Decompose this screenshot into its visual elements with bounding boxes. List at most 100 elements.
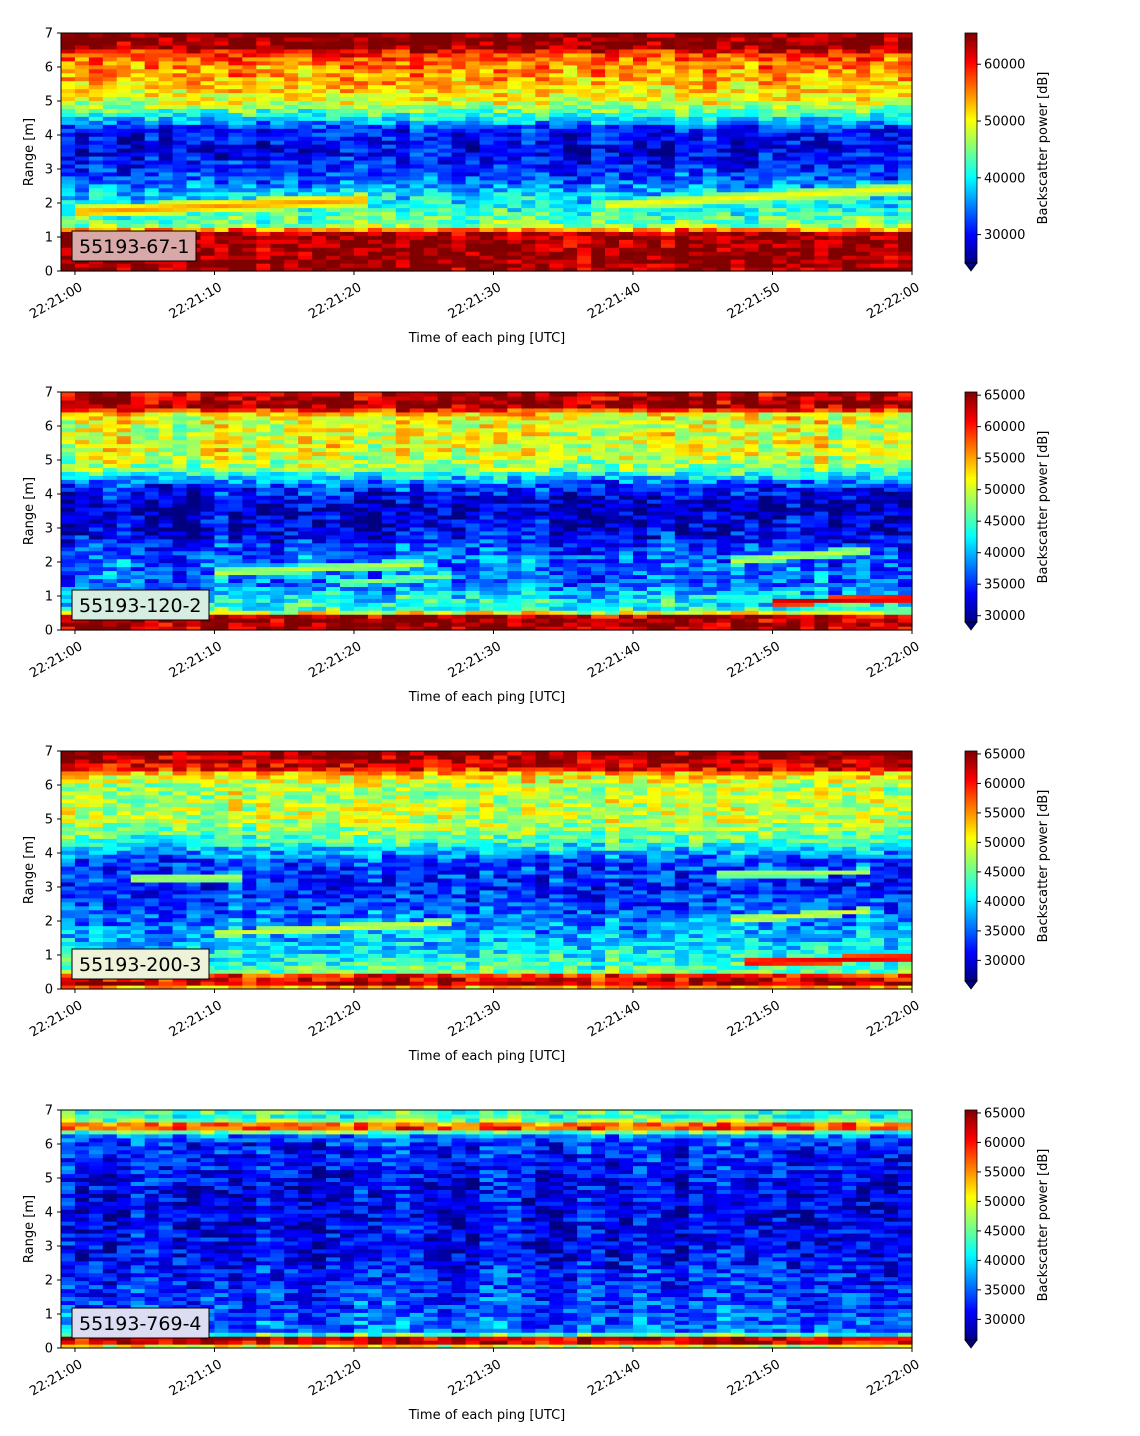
heatmap-cell [646,152,662,157]
heatmap-cell [214,100,230,105]
heatmap-cell [116,566,132,572]
heatmap-cell [688,183,704,189]
heatmap-cell [102,546,118,552]
heatmap-cell [214,463,230,468]
heatmap-cell [395,112,411,117]
heatmap-cell [200,44,216,50]
heatmap-cell [423,116,439,121]
heatmap-cell [326,255,341,260]
heatmap-cell [535,44,550,50]
colorbar-segment [965,109,977,113]
heatmap-cell [61,203,76,209]
heatmap-cell [535,56,550,62]
heatmap-cell [298,132,313,137]
colorbar-segment [965,59,977,63]
heatmap-cell [61,606,76,611]
heatmap-cell [312,96,327,102]
heatmap-cell [479,255,495,260]
heatmap-cell [493,84,509,90]
heatmap-cell [298,33,313,38]
heatmap-cell [340,243,355,248]
heatmap-cell [74,163,90,169]
heatmap-cell [465,159,481,165]
heatmap-cell [242,447,257,453]
heatmap-cell [270,626,285,631]
heatmap-cell [563,108,578,113]
heatmap-cell [158,518,174,524]
heatmap-cell [74,475,90,480]
heatmap-cell [563,231,578,236]
heatmap-cell [130,495,146,500]
heatmap-cell [758,36,774,42]
heatmap-cell [298,203,313,209]
heatmap-cell [242,148,257,153]
heatmap-cell [130,526,146,532]
heatmap-cell [409,179,425,185]
heatmap-cell [200,203,216,209]
heatmap-cell [828,60,843,66]
heatmap-cell [786,88,801,94]
heatmap-cell [493,223,509,228]
heatmap-cell [256,144,271,149]
heatmap-cell [214,507,230,512]
heatmap-cell [549,219,564,224]
heatmap-cell [298,144,313,149]
heatmap-cell [74,120,90,125]
heatmap-cell [298,483,313,488]
heatmap-cell [186,427,202,433]
heatmap-cell [256,259,271,264]
heatmap-cell [856,239,871,244]
heatmap-cell [214,594,230,599]
heatmap-cell [74,191,90,197]
heatmap-cell [395,259,411,264]
heatmap-cell [186,88,202,94]
heatmap-cell [186,399,202,405]
heatmap-cell [828,171,843,177]
heatmap-cell [800,116,815,121]
x-tick-label: 22:21:10 [167,280,225,322]
heatmap-cell [646,155,662,161]
heatmap-cell [353,33,369,38]
heatmap-cell [563,163,578,169]
heatmap-cell [256,92,271,98]
heatmap-cell [856,179,871,185]
heatmap-cell [228,52,243,58]
heatmap-cell [898,179,913,185]
heatmap-cell [898,52,913,58]
heatmap-cell [814,175,829,181]
heatmap-cell [786,33,801,38]
heatmap-cell [186,140,202,145]
heatmap-cell [898,56,913,62]
heatmap-cell [242,120,257,125]
heatmap-cell [88,108,104,113]
heatmap-cell [800,33,815,38]
heatmap-cell [353,44,369,50]
heatmap-cell [228,227,243,232]
heatmap-cell [102,96,118,102]
heatmap-cell [228,152,243,157]
heatmap-cell [660,171,676,177]
colorbar-segment [965,63,977,67]
heatmap-cell [619,159,634,165]
heatmap-cell [214,590,230,595]
heatmap-cell [61,195,76,201]
x-tick-label: 22:21:50 [725,280,783,322]
heatmap-cell [61,610,76,615]
heatmap-cell [284,140,299,145]
heatmap-cell [549,195,564,201]
heatmap-cell [102,211,118,217]
heatmap-cell [298,423,313,429]
heatmap-cell [814,136,829,141]
colorbar-segment [965,201,977,205]
heatmap-cell [730,140,746,145]
heatmap-cell [214,195,230,201]
colorbar-segment [965,84,977,88]
heatmap-cell [702,171,718,177]
heatmap-cell [437,108,453,113]
heatmap-cell [102,72,118,78]
heatmap-cell [437,140,453,145]
heatmap-cell [772,163,788,169]
heatmap-cell [493,203,509,209]
heatmap-cell [88,60,104,66]
